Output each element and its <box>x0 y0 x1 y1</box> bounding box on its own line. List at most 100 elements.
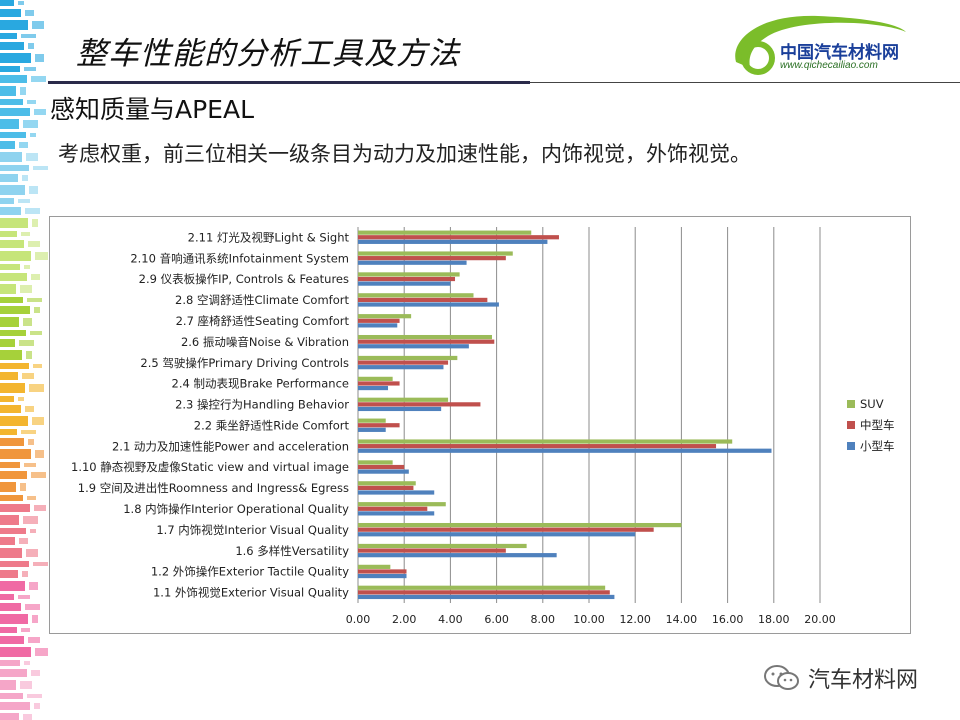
bar-small-10 <box>358 448 772 453</box>
legend-label: SUV <box>860 397 884 411</box>
deco-bar <box>0 339 15 347</box>
deco-bar <box>25 10 34 16</box>
deco-bar <box>0 537 15 545</box>
bar-small-6 <box>358 365 444 370</box>
x-tick-label: 2.00 <box>392 613 417 626</box>
deco-bar <box>0 462 20 468</box>
category-label: 2.7 座椅舒适性Seating Comfort <box>176 314 350 328</box>
deco-bar <box>0 396 14 402</box>
deco-bar <box>0 504 30 512</box>
legend-label: 中型车 <box>860 418 895 432</box>
deco-bar <box>0 561 29 567</box>
category-label: 1.8 内饰操作Interior Operational Quality <box>123 502 349 516</box>
bar-mid-14 <box>358 527 654 532</box>
deco-bar <box>0 350 22 360</box>
deco-bar <box>19 538 28 544</box>
bar-suv-13 <box>358 502 446 507</box>
bar-mid-15 <box>358 548 506 553</box>
deco-bar <box>0 383 25 393</box>
bar-mid-12 <box>358 485 414 491</box>
category-label: 2.5 驾驶操作Primary Driving Controls <box>140 356 349 370</box>
deco-bar <box>0 132 26 138</box>
deco-bar <box>29 384 44 392</box>
deco-bar <box>18 595 30 599</box>
deco-bar <box>0 471 27 479</box>
category-label: 1.1 外饰视觉Exterior Visual Quality <box>153 586 349 600</box>
deco-bar <box>21 628 30 632</box>
deco-bar <box>31 472 46 478</box>
deco-bar <box>0 594 14 600</box>
legend-label: 小型车 <box>860 439 895 453</box>
site-logo: 中国汽车材料网 www.qichecailiao.com <box>728 10 958 78</box>
title-rule <box>530 82 960 83</box>
deco-bar <box>0 548 22 558</box>
bar-small-14 <box>358 532 636 537</box>
deco-bar <box>33 364 42 368</box>
deco-bar <box>0 372 18 380</box>
deco-bar <box>0 108 30 116</box>
deco-bar <box>32 219 38 227</box>
x-tick-label: 6.00 <box>484 613 509 626</box>
bar-suv-14 <box>358 522 682 528</box>
deco-bar <box>0 702 30 710</box>
deco-bar <box>0 669 27 677</box>
deco-bar <box>24 67 36 71</box>
wechat-icon <box>764 665 799 690</box>
category-label: 2.3 操控行为Handling Behavior <box>175 398 349 412</box>
category-label: 2.8 空调舒适性Climate Comfort <box>175 293 349 307</box>
deco-bar <box>30 133 36 137</box>
deco-bar <box>28 241 40 247</box>
bar-mid-9 <box>358 423 400 428</box>
deco-bar <box>0 66 20 72</box>
deco-bar <box>24 661 30 665</box>
deco-bar <box>21 34 36 38</box>
bar-suv-2 <box>358 272 460 277</box>
deco-bar <box>0 86 16 96</box>
deco-bar <box>27 496 36 500</box>
deco-bar <box>0 141 15 149</box>
bar-suv-16 <box>358 564 391 569</box>
deco-bar <box>0 429 17 435</box>
bar-suv-12 <box>358 481 416 486</box>
deco-bar <box>28 43 34 49</box>
deco-bar <box>33 562 48 566</box>
slide-subtitle: 考虑权重，前三位相关一级条目为动力及加速性能，内饰视觉，外饰视觉。 <box>58 142 751 166</box>
deco-bar <box>0 627 17 633</box>
deco-bar <box>0 680 16 690</box>
deco-bar <box>0 693 23 699</box>
deco-bar <box>0 614 28 624</box>
deco-bar <box>0 363 29 369</box>
bar-small-3 <box>358 302 499 307</box>
deco-bar <box>20 483 26 491</box>
deco-bar <box>29 582 38 590</box>
deco-bar <box>0 636 24 644</box>
deco-bar <box>31 670 40 676</box>
bar-mid-17 <box>358 590 610 595</box>
deco-bar <box>24 463 36 467</box>
deco-bar <box>0 581 25 591</box>
deco-bar <box>0 438 24 446</box>
deco-bar <box>34 703 40 709</box>
logo-text: 中国汽车材料网 <box>780 43 899 63</box>
deco-bar <box>34 505 46 511</box>
category-label: 2.11 灯光及视野Light & Sight <box>188 230 350 244</box>
deco-bar <box>27 298 42 302</box>
deco-bar <box>21 232 30 236</box>
bar-small-0 <box>358 239 548 244</box>
deco-bar <box>21 430 36 434</box>
deco-bar <box>23 120 38 128</box>
deco-bar <box>0 603 21 611</box>
x-tick-label: 8.00 <box>531 613 556 626</box>
bar-small-2 <box>358 281 451 286</box>
deco-bar <box>34 109 46 115</box>
deco-bar <box>24 265 30 269</box>
bar-small-9 <box>358 427 386 432</box>
deco-bar <box>0 42 24 50</box>
deco-bar <box>32 21 44 29</box>
deco-bar <box>0 449 31 459</box>
deco-bar <box>26 549 38 557</box>
bar-mid-11 <box>358 464 405 470</box>
category-label: 2.4 制动表现Brake Performance <box>172 377 349 391</box>
legend-swatch <box>847 400 855 408</box>
deco-bar <box>35 54 44 62</box>
